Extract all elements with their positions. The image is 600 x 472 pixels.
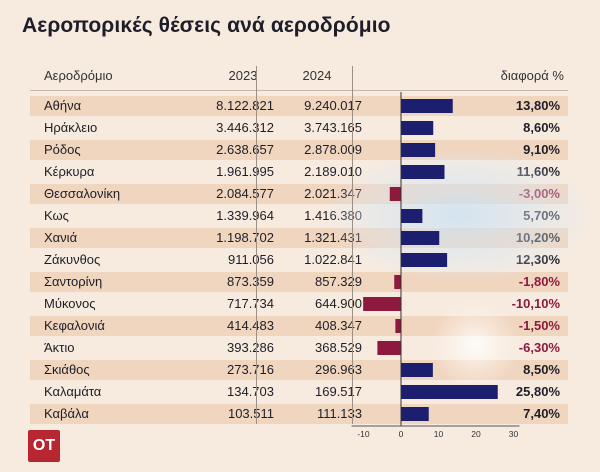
x-tick-label: 30 xyxy=(509,429,519,439)
value-2023: 1.961.995 xyxy=(216,164,274,179)
diff-label: -1,50% xyxy=(518,318,560,333)
value-2023: 1.198.702 xyxy=(216,230,274,245)
diff-bar xyxy=(401,99,453,113)
diff-label: 8,50% xyxy=(523,362,560,377)
value-2024: 408.347 xyxy=(315,318,362,333)
value-2023: 393.286 xyxy=(227,340,274,355)
airport-name: Κως xyxy=(44,208,69,223)
airport-name: Αθήνα xyxy=(44,98,82,113)
diff-bar xyxy=(363,297,401,311)
airport-name: Καβάλα xyxy=(44,406,89,421)
header-divider xyxy=(30,90,568,91)
diff-bar xyxy=(401,253,448,267)
airport-name: Κεφαλονιά xyxy=(44,318,105,333)
table-row: Μύκονος 717.734 644.900 -10,10% xyxy=(30,294,568,314)
header-2024: 2024 xyxy=(302,68,332,83)
table-row: Καλαμάτα 134.703 169.517 25,80% xyxy=(30,382,568,402)
diff-label: 25,80% xyxy=(515,384,560,399)
diff-bar xyxy=(401,143,436,157)
table-row: Ηράκλειο 3.446.312 3.743.165 8,60% xyxy=(30,118,568,138)
value-2023: 873.359 xyxy=(227,274,274,289)
value-2023: 717.734 xyxy=(227,296,274,311)
value-2023: 3.446.312 xyxy=(216,120,274,135)
diff-bar xyxy=(394,275,401,289)
header-diff: διαφορά % xyxy=(500,68,564,83)
value-2024: 644.900 xyxy=(315,296,362,311)
x-tick-label: 20 xyxy=(471,429,481,439)
chart-title: Αεροπορικές θέσεις ανά αεροδρόμιο xyxy=(22,14,391,37)
value-2023: 273.716 xyxy=(227,362,274,377)
diff-bar xyxy=(377,341,401,355)
value-2024: 9.240.017 xyxy=(304,98,362,113)
diff-label: 7,40% xyxy=(523,406,560,421)
x-tick-label: 10 xyxy=(434,429,444,439)
airport-name: Ηράκλειο xyxy=(44,120,98,135)
column-divider-2023 xyxy=(256,66,257,424)
diff-label: -10,10% xyxy=(511,296,560,311)
airport-name: Ρόδος xyxy=(44,142,81,157)
header-2023: 2023 xyxy=(228,68,258,83)
diff-label: -6,30% xyxy=(518,340,560,355)
airport-name: Σκιάθος xyxy=(44,362,90,377)
column-divider-2024 xyxy=(352,66,353,424)
table-row: Καβάλα 103.511 111.133 7,40% xyxy=(30,404,568,424)
value-2023: 103.511 xyxy=(227,406,274,421)
value-2024: 111.133 xyxy=(316,406,362,421)
diff-bar xyxy=(401,209,423,223)
airport-name: Μύκονος xyxy=(44,296,96,311)
diff-bar xyxy=(401,363,433,377)
header-airport: Αεροδρόμιο xyxy=(44,68,113,83)
logo: OT xyxy=(28,430,60,462)
value-2023: 2.638.657 xyxy=(216,142,274,157)
diff-bar xyxy=(401,385,498,399)
diff-bar xyxy=(401,407,429,421)
diff-bar xyxy=(401,231,440,245)
value-2023: 911.056 xyxy=(227,252,274,267)
airport-name: Σαντορίνη xyxy=(44,274,103,289)
x-tick-label: 0 xyxy=(399,429,404,439)
value-2024: 296.963 xyxy=(315,362,362,377)
value-2023: 2.084.577 xyxy=(216,186,274,201)
diff-bar xyxy=(395,319,401,333)
value-2023: 1.339.964 xyxy=(216,208,274,223)
value-2023: 134.703 xyxy=(227,384,274,399)
airport-name: Άκτιο xyxy=(44,340,75,355)
value-2024: 3.743.165 xyxy=(304,120,362,135)
diff-label: 13,80% xyxy=(515,98,560,113)
airport-name: Ζάκυνθος xyxy=(44,252,101,267)
airport-name: Θεσσαλονίκη xyxy=(44,186,121,201)
airport-name: Καλαμάτα xyxy=(44,384,102,399)
diff-bar xyxy=(389,187,401,201)
value-2023: 414.483 xyxy=(227,318,274,333)
value-2023: 8.122.821 xyxy=(216,98,274,113)
value-2024: 368.529 xyxy=(315,340,362,355)
airport-name: Κέρκυρα xyxy=(44,164,95,179)
diff-bar xyxy=(401,165,445,179)
value-2024: 169.517 xyxy=(315,384,362,399)
table-row: Άκτιο 393.286 368.529 -6,30% xyxy=(30,338,568,358)
diff-label: 8,60% xyxy=(523,120,560,135)
diff-bar xyxy=(401,121,434,135)
airport-name: Χανιά xyxy=(44,230,78,245)
x-tick-label: -10 xyxy=(357,429,370,439)
